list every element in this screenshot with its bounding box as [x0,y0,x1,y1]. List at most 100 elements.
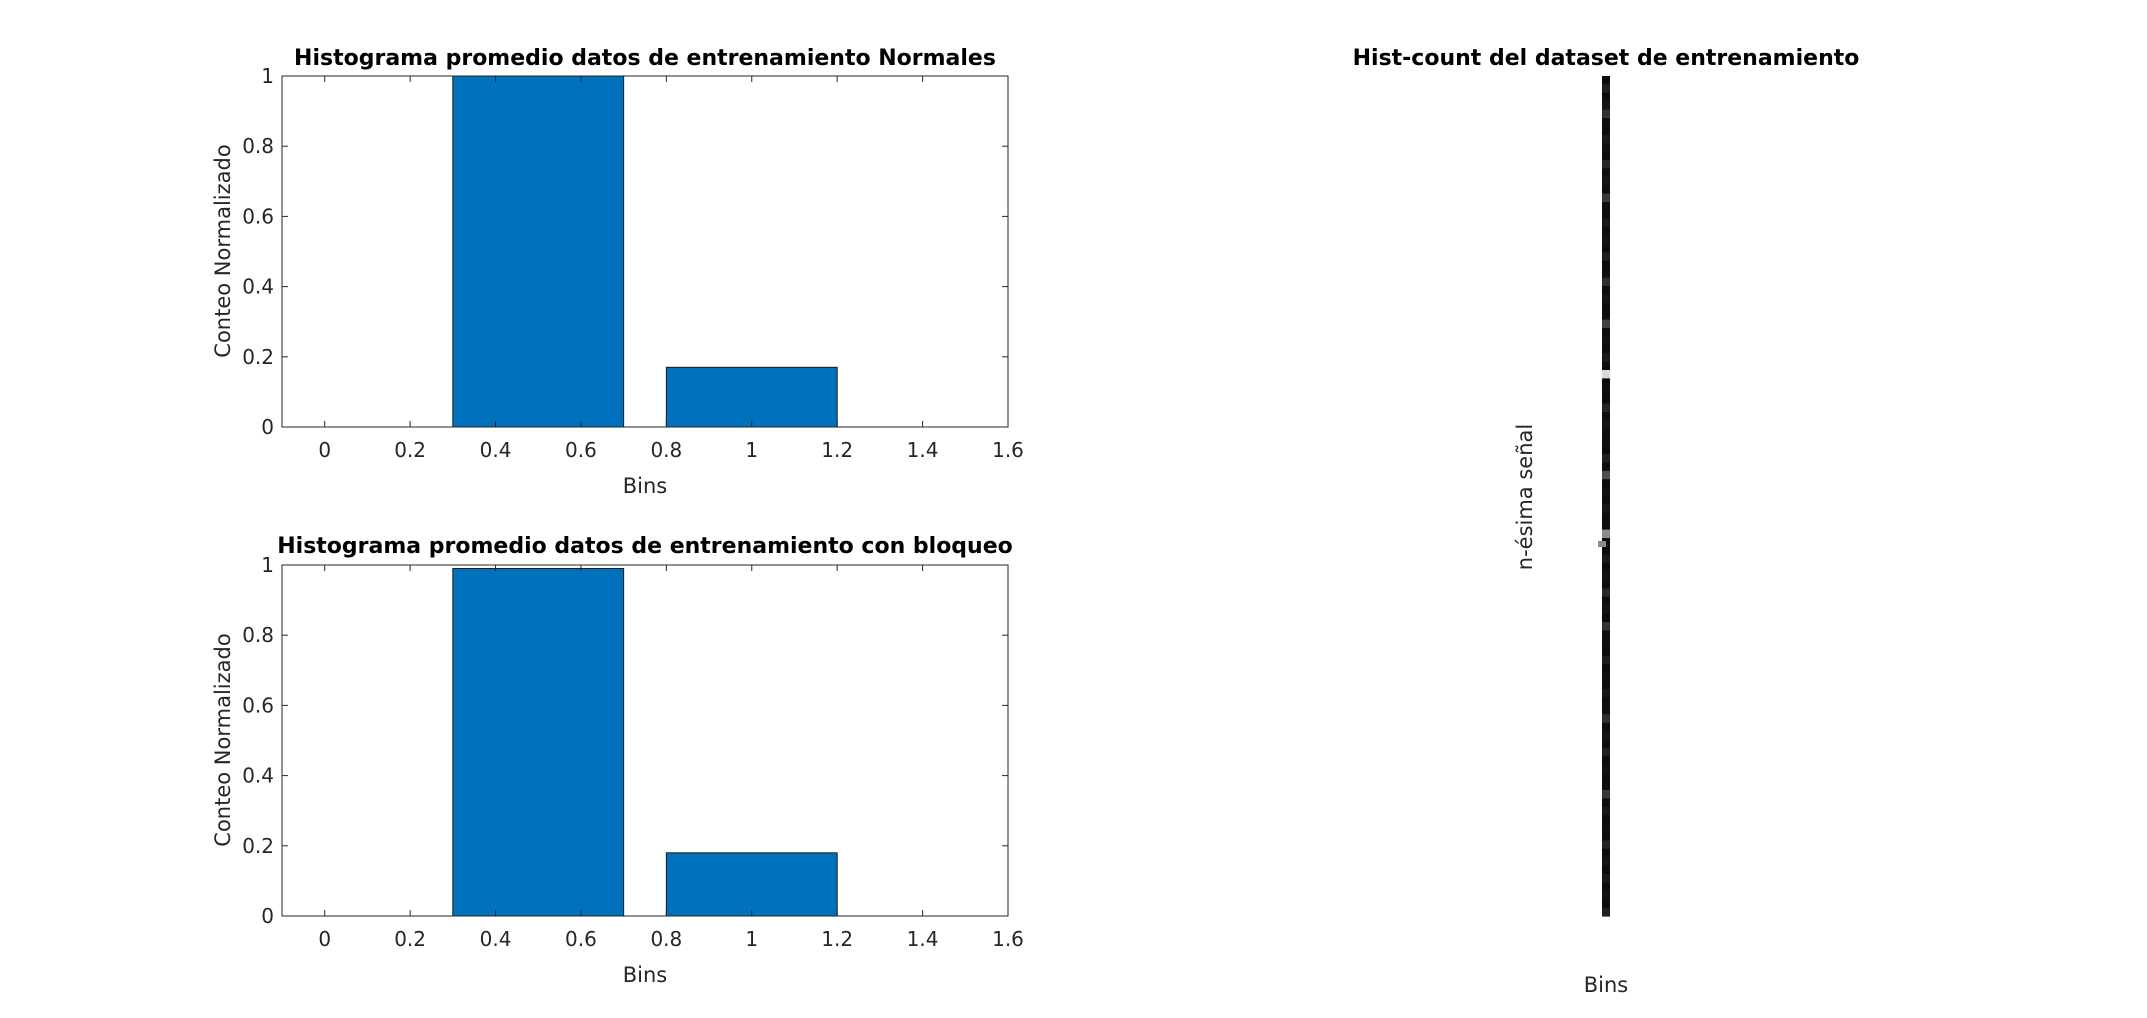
bars [452,75,838,428]
heatmap-cell [1602,580,1610,589]
heatmap-cell [1602,302,1610,312]
y-axis-label: n-ésima señal [1513,424,1537,570]
heatmap-cell [1602,865,1610,875]
heatmap-cell [1602,92,1610,102]
x-tick-label: 0.8 [650,927,682,951]
heatmap-cell [1602,260,1610,270]
heatmap-cell [1602,571,1610,581]
heatmap-cell [1602,764,1610,774]
heatmap-cell [1602,101,1610,111]
heatmap-cell [1602,840,1610,850]
heatmap-cell [1602,319,1610,329]
heatmap-cell [1602,638,1610,648]
x-tick-label: 0 [318,438,331,462]
x-tick-label: 0.2 [394,927,426,951]
heatmap-cell [1602,546,1610,556]
heatmap-cell [1602,328,1610,337]
x-tick-label: 0.4 [480,438,512,462]
chart-normales: Histograma promedio datos de entrenamien… [211,46,1024,498]
heatmap-cell [1602,890,1610,900]
heatmap-cell [1602,790,1610,799]
bar [665,366,838,428]
heatmap-cell [1602,437,1610,447]
heatmap-cell [1602,193,1610,203]
heatmap-cell [1602,487,1610,497]
axes-box [281,75,1009,428]
bar [452,75,625,428]
y-tick-label: 0 [261,415,274,439]
y-ticks: 0 0.2 0.4 0.6 0.8 1 [242,64,1008,439]
x-tick-label: 1.4 [907,927,939,951]
heatmap-cells [1602,76,1610,917]
chart-title: Histograma promedio datos de entrenamien… [277,534,1013,559]
heatmap-cell [1602,395,1610,405]
heatmap-cell [1602,244,1610,253]
axes-box [281,564,1009,917]
heatmap-cell [1602,832,1610,841]
heatmap-cell [1602,143,1610,153]
y-tick-label: 0.4 [242,764,274,788]
heatmap-cell [1602,798,1610,808]
heatmap-cell [1602,748,1610,757]
x-ticks: 0 0.2 0.4 0.6 0.8 1 1.2 1.4 1.6 [318,76,1024,462]
chart-hist-count: Hist-count del dataset de entrenamiento … [1353,46,1860,997]
bars [452,568,838,917]
y-tick-label: 0.8 [242,623,274,647]
heatmap-cell [1602,731,1610,741]
x-tick-label: 1.2 [821,927,853,951]
heatmap-cell [1602,118,1610,127]
heatmap-cell [1602,479,1610,489]
x-tick-label: 1.2 [821,438,853,462]
heatmap-cell [1602,126,1610,136]
y-tick-label: 0.8 [242,134,274,158]
bar [665,852,838,917]
y-tick-label: 0.2 [242,345,274,369]
heatmap-cell [1602,697,1610,707]
heatmap-cell [1602,454,1610,463]
chart-title: Histograma promedio datos de entrenamien… [294,46,996,71]
heatmap-cell [1602,714,1610,724]
x-tick-label: 1.6 [992,438,1024,462]
heatmap-cell [1602,420,1610,430]
heatmap-cell [1602,882,1610,892]
heatmap-cell [1602,76,1610,85]
heatmap-cell [1602,857,1610,867]
heatmap-cell [1602,899,1610,909]
y-tick-label: 1 [261,553,274,577]
heatmap-cell [1602,344,1610,354]
heatmap-cell [1602,252,1610,262]
heatmap-cell [1602,521,1610,531]
heatmap-cell [1602,781,1610,791]
heatmap-cell [1602,664,1610,673]
x-axis-label: Bins [623,474,668,498]
heatmap-cell [1602,706,1610,715]
y-tick-label: 1 [261,64,274,88]
heatmap-cell [1602,588,1610,598]
heatmap-cell [1602,605,1610,615]
y-axis-label: Conteo Normalizado [211,144,235,357]
y-tick-label: 0.2 [242,834,274,858]
heatmap-cell [1602,739,1610,749]
x-tick-label: 1.4 [907,438,939,462]
heatmap-cell [1602,823,1610,833]
heatmap-cell [1602,596,1610,606]
heatmap-cell [1602,151,1610,161]
x-tick-label: 0.8 [650,438,682,462]
heatmap-cell [1602,848,1610,858]
bar [452,568,625,917]
heatmap-cell [1602,176,1610,186]
heatmap-cell [1602,689,1610,699]
heatmap-cell [1602,554,1610,564]
heatmap-cell [1602,806,1610,816]
heatmap-cell [1602,277,1610,287]
heatmap-cell [1602,496,1610,505]
plot-area [282,76,1008,427]
heatmap-cell [1602,672,1610,682]
x-tick-label: 1 [745,438,758,462]
heatmap-cell [1602,470,1610,480]
heatmap-cell [1602,361,1610,371]
heatmap-cell [1602,403,1610,413]
row-marker [1598,541,1606,547]
heatmap-cell [1602,462,1610,472]
heatmap-cell [1602,168,1610,178]
